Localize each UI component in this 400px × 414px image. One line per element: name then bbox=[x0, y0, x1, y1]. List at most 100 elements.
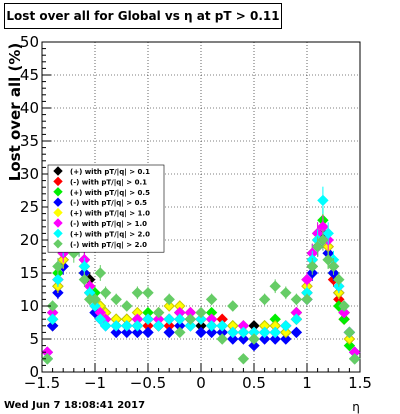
data-point bbox=[343, 333, 356, 345]
y-tick-label: 45 bbox=[20, 66, 39, 84]
data-point bbox=[227, 326, 239, 339]
data-point bbox=[343, 326, 356, 339]
data-point bbox=[110, 293, 122, 306]
data-point bbox=[89, 293, 101, 306]
data-point bbox=[317, 194, 329, 207]
data-point bbox=[46, 300, 59, 312]
data-point bbox=[205, 293, 218, 306]
axis-layer: −1.5 −1 −0.5 0 0.5 1 1.5 0 5 10 15 20 25 30 35 40 45 50Lo… bbox=[6, 33, 372, 414]
data-point bbox=[338, 313, 350, 325]
data-point bbox=[205, 320, 218, 332]
data-point bbox=[348, 353, 361, 365]
data-point bbox=[248, 339, 260, 352]
data-point bbox=[131, 287, 144, 299]
data-point bbox=[258, 333, 271, 345]
data-point bbox=[89, 300, 101, 312]
data-point bbox=[269, 326, 281, 339]
data-point bbox=[338, 306, 350, 319]
data-point bbox=[142, 287, 154, 299]
data-point bbox=[131, 320, 144, 332]
data-point bbox=[121, 326, 133, 339]
grid bbox=[42, 42, 360, 372]
y-tick-label: 15 bbox=[20, 264, 39, 282]
data-point bbox=[78, 273, 91, 286]
data-point bbox=[163, 326, 175, 339]
legend-marker bbox=[53, 197, 63, 207]
data-point bbox=[280, 326, 292, 339]
data-point bbox=[290, 326, 303, 339]
data-point bbox=[216, 333, 228, 345]
data-point bbox=[184, 313, 197, 325]
data-point bbox=[301, 273, 313, 286]
legend-label: (-) with pT/|q| > 0.5 bbox=[70, 199, 147, 208]
y-tick-label: 25 bbox=[20, 198, 39, 216]
data-point bbox=[174, 326, 186, 339]
y-tick-label: 35 bbox=[20, 132, 39, 150]
data-point bbox=[94, 267, 107, 279]
legend-label: (+) with pT/|q| > 2.0 bbox=[70, 230, 150, 239]
data-point bbox=[99, 320, 112, 332]
data-point bbox=[290, 313, 303, 325]
y-tick-label: 20 bbox=[20, 231, 39, 249]
legend-label: (-) with pT/|q| > 0.1 bbox=[70, 178, 147, 187]
data-point bbox=[237, 353, 250, 365]
data-point bbox=[195, 306, 207, 319]
data-point bbox=[163, 313, 175, 325]
y-axis-label: Lost over all (%) bbox=[6, 43, 24, 181]
data-point bbox=[290, 293, 303, 306]
data-point bbox=[301, 293, 313, 306]
legend-label: (-) with pT/|q| > 1.0 bbox=[70, 220, 147, 229]
data-point bbox=[46, 313, 59, 325]
data-point bbox=[163, 293, 175, 306]
data-point bbox=[142, 326, 154, 339]
legend-marker bbox=[53, 228, 63, 239]
data-point bbox=[94, 313, 107, 325]
legend-label: (+) with pT/|q| > 1.0 bbox=[70, 210, 150, 219]
legend-marker bbox=[53, 218, 63, 228]
series-layer bbox=[41, 186, 361, 365]
x-tick-label: −1 bbox=[84, 374, 106, 392]
data-point bbox=[338, 300, 350, 312]
data-point bbox=[280, 320, 292, 332]
legend-marker bbox=[53, 176, 63, 187]
data-point bbox=[227, 333, 239, 345]
data-point bbox=[163, 300, 175, 312]
data-point bbox=[110, 326, 122, 339]
data-point bbox=[258, 293, 271, 306]
data-point bbox=[322, 254, 334, 266]
y-tick-label: 50 bbox=[20, 33, 39, 51]
data-point bbox=[195, 313, 207, 325]
data-point bbox=[99, 287, 112, 299]
legend-marker bbox=[53, 166, 63, 176]
x-tick-label: 1.5 bbox=[348, 374, 372, 392]
data-point bbox=[78, 260, 91, 273]
data-point bbox=[52, 273, 64, 286]
data-point bbox=[46, 320, 59, 332]
data-point bbox=[280, 287, 292, 299]
data-point bbox=[317, 234, 329, 246]
data-point bbox=[142, 313, 154, 325]
data-point bbox=[237, 333, 250, 345]
legend: (+) with pT/|q| > 0.1(-) with pT/|q| > 0… bbox=[47, 164, 165, 253]
x-tick-label: 1 bbox=[302, 374, 312, 392]
x-axis-label: η bbox=[352, 400, 360, 414]
data-point bbox=[41, 353, 54, 365]
y-tick-label: 40 bbox=[20, 99, 39, 117]
data-point bbox=[52, 260, 64, 273]
legend-marker bbox=[53, 207, 63, 218]
data-point bbox=[280, 333, 292, 345]
data-point bbox=[227, 300, 239, 312]
data-point bbox=[121, 320, 133, 332]
data-point bbox=[216, 320, 228, 332]
data-point bbox=[121, 300, 133, 312]
y-tick-label: 0 bbox=[29, 363, 39, 381]
x-tick-label: 0.5 bbox=[242, 374, 266, 392]
y-tick-label: 10 bbox=[20, 297, 39, 315]
data-point bbox=[131, 326, 144, 339]
data-point bbox=[311, 240, 324, 253]
data-point bbox=[258, 326, 271, 339]
data-point bbox=[248, 333, 260, 345]
data-point bbox=[205, 326, 218, 339]
x-tick-label: −1.5 bbox=[24, 374, 60, 392]
